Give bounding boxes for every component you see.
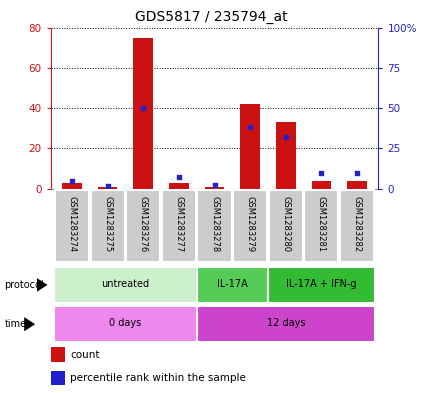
- Text: GSM1283279: GSM1283279: [246, 196, 255, 253]
- Polygon shape: [37, 278, 48, 292]
- Bar: [197, 267, 268, 303]
- Text: IL-17A + IFN-g: IL-17A + IFN-g: [286, 279, 357, 289]
- Text: GSM1283274: GSM1283274: [67, 196, 77, 253]
- Bar: [126, 190, 160, 262]
- Bar: [268, 267, 375, 303]
- Text: GSM1283282: GSM1283282: [352, 196, 362, 253]
- Bar: [240, 104, 260, 189]
- Bar: [269, 190, 303, 262]
- Bar: [304, 190, 338, 262]
- Polygon shape: [24, 317, 35, 331]
- Bar: [162, 190, 196, 262]
- Bar: [276, 122, 296, 189]
- Text: GSM1283280: GSM1283280: [281, 196, 290, 253]
- Text: GSM1283281: GSM1283281: [317, 196, 326, 253]
- Point: [282, 134, 289, 140]
- Point: [211, 182, 218, 189]
- Point: [69, 177, 76, 184]
- Text: untreated: untreated: [101, 279, 150, 289]
- Point: [104, 183, 111, 189]
- Bar: [233, 190, 267, 262]
- Bar: [347, 180, 367, 189]
- Point: [353, 169, 360, 176]
- Bar: [133, 38, 153, 189]
- Bar: [98, 187, 117, 189]
- Bar: [340, 190, 374, 262]
- Text: time: time: [4, 319, 26, 329]
- Bar: [198, 190, 231, 262]
- Point: [318, 169, 325, 176]
- Text: percentile rank within the sample: percentile rank within the sample: [70, 373, 246, 383]
- Bar: [312, 180, 331, 189]
- Point: [246, 124, 253, 130]
- Text: protocol: protocol: [4, 280, 44, 290]
- Point: [140, 105, 147, 111]
- Text: 12 days: 12 days: [267, 318, 305, 329]
- Bar: [54, 267, 197, 303]
- Bar: [169, 183, 189, 189]
- Bar: [55, 190, 89, 262]
- Point: [176, 174, 183, 180]
- Bar: [205, 187, 224, 189]
- Bar: [62, 183, 82, 189]
- Bar: [51, 347, 65, 362]
- Text: GSM1283278: GSM1283278: [210, 196, 219, 253]
- Text: count: count: [70, 350, 100, 360]
- Text: IL-17A: IL-17A: [217, 279, 248, 289]
- Bar: [197, 306, 375, 342]
- Text: GDS5817 / 235794_at: GDS5817 / 235794_at: [135, 10, 287, 24]
- Text: GSM1283276: GSM1283276: [139, 196, 148, 253]
- Text: 0 days: 0 days: [109, 318, 142, 329]
- Text: GSM1283275: GSM1283275: [103, 196, 112, 253]
- Bar: [54, 306, 197, 342]
- Bar: [91, 190, 125, 262]
- Bar: [51, 371, 65, 386]
- Text: GSM1283277: GSM1283277: [174, 196, 183, 253]
